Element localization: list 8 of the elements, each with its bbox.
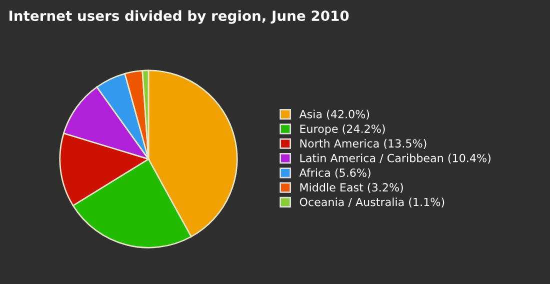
chart-title: Internet users divided by region, June 2010	[10, 10, 349, 24]
legend-label: Africa (5.6%)	[299, 168, 370, 178]
legend-label: Latin America / Caribbean (10.4%)	[300, 154, 490, 164]
legend-label: Europe (24.2%)	[300, 124, 385, 136]
legend-label: Middle East (3.2%)	[300, 182, 403, 193]
legend-label: Oceania / Australia (1.1%)	[300, 198, 444, 208]
legend-label: North America (13.5%)	[300, 139, 426, 149]
legend-label: Asia (42.0%)	[299, 110, 370, 120]
